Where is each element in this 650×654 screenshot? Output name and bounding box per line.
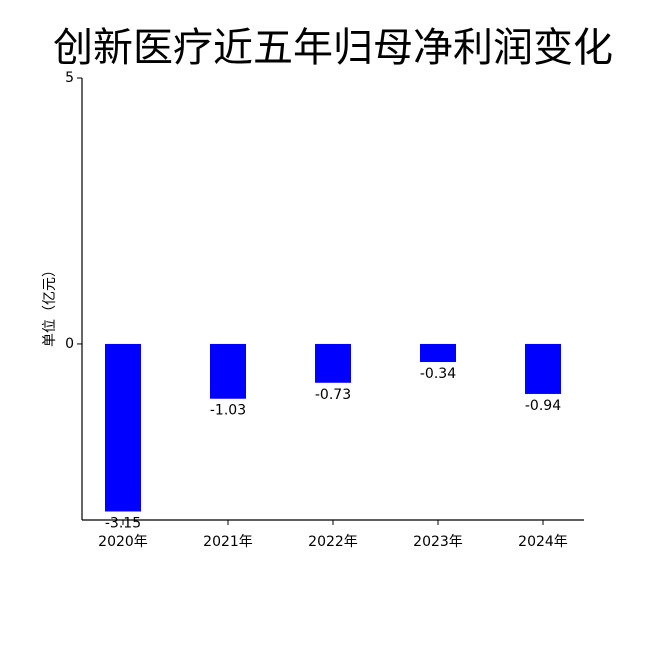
x-tick-label: 2024年 [518,534,568,550]
value-label: -0.73 [315,387,351,403]
bar [525,343,561,394]
chart-title: 创新医疗近五年归母净利润变化 [53,25,613,71]
x-tick-label: 2021年 [203,534,253,550]
value-label: -1.03 [210,403,246,419]
x-tick-label: 2023年 [413,534,463,550]
bar [315,343,351,383]
value-label: -0.94 [525,398,561,414]
x-tick-label: 2022年 [308,534,358,550]
bar [420,343,456,363]
bar [105,343,141,512]
y-tick-label: 5 [65,70,74,86]
bar [210,343,246,399]
value-label: -3.15 [105,515,141,531]
y-tick-label: 0 [65,336,74,352]
x-tick-label: 2020年 [98,534,148,550]
y-axis-label: 单位（亿元） [42,263,58,347]
value-label: -0.34 [420,366,456,382]
